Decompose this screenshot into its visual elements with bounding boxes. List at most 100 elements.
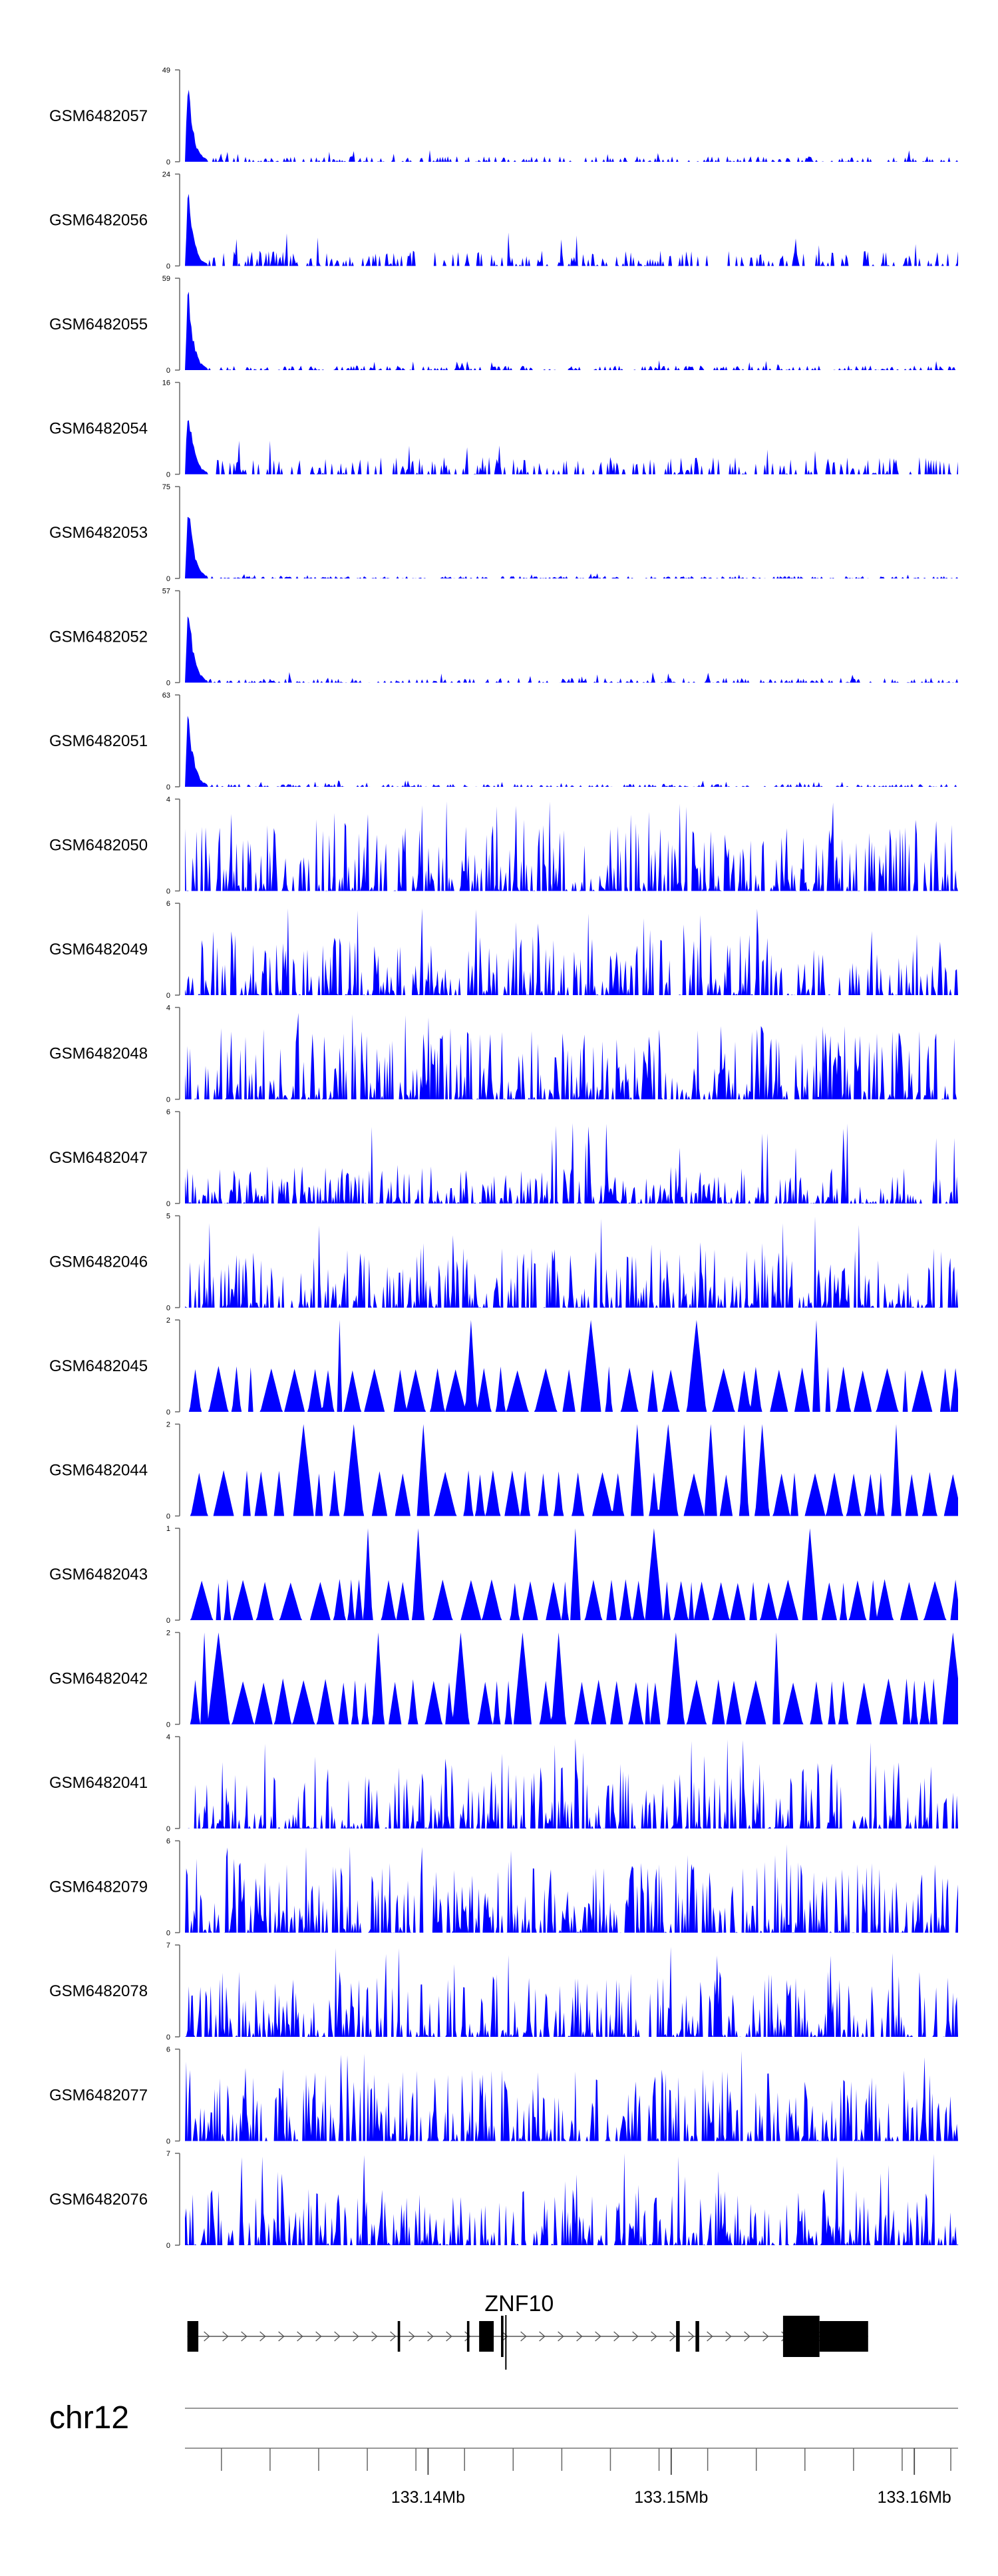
signal-area xyxy=(185,517,958,578)
track-label: GSM6482048 xyxy=(49,1045,148,1063)
track-label: GSM6482051 xyxy=(49,732,148,750)
strand-arrow xyxy=(762,2331,769,2342)
exon xyxy=(187,2321,199,2352)
strand-arrow xyxy=(558,2331,564,2342)
strand-arrow xyxy=(204,2331,210,2342)
strand-arrow xyxy=(241,2331,248,2342)
track-label: GSM6482076 xyxy=(49,2191,148,2209)
strand-arrow xyxy=(707,2331,713,2342)
y-max-label: 5 xyxy=(166,1213,170,1221)
exon xyxy=(479,2321,494,2352)
strand-arrow xyxy=(613,2331,620,2342)
y-max-label: 1 xyxy=(166,1525,170,1533)
strand-arrow xyxy=(278,2331,285,2342)
y-max-label: 2 xyxy=(166,1629,170,1637)
axis-tick-label: 133.14Mb xyxy=(391,2488,465,2507)
exon xyxy=(819,2321,868,2352)
y-min-label: 0 xyxy=(166,1930,170,1938)
track-GSM6482051: GSM6482051 63 0 xyxy=(49,692,958,791)
strand-arrow xyxy=(222,2331,229,2342)
track-label: GSM6482053 xyxy=(49,524,148,542)
y-max-label: 6 xyxy=(166,1838,170,1846)
strand-arrow xyxy=(390,2331,397,2342)
y-max-label: 59 xyxy=(162,275,170,283)
track-GSM6482055: GSM6482055 59 0 xyxy=(49,275,958,375)
track-GSM6482056: GSM6482056 24 0 xyxy=(49,171,958,271)
exon xyxy=(676,2321,680,2352)
strand-arrow xyxy=(725,2331,732,2342)
track-label: GSM6482045 xyxy=(49,1357,148,1375)
gene-exons xyxy=(187,2316,868,2357)
signal-area xyxy=(185,194,958,266)
signal-area xyxy=(185,1424,958,1516)
y-min-label: 0 xyxy=(166,2138,170,2146)
strand-arrow xyxy=(259,2331,266,2342)
track-GSM6482076: GSM6482076 7 0 xyxy=(49,2150,958,2250)
y-max-label: 6 xyxy=(166,1108,170,1116)
signal-area xyxy=(185,420,958,475)
strand-arrow xyxy=(688,2331,695,2342)
y-min-label: 0 xyxy=(166,471,170,479)
track-label: GSM6482047 xyxy=(49,1149,148,1167)
signal-area xyxy=(185,908,958,995)
y-min-label: 0 xyxy=(166,1096,170,1104)
y-max-label: 4 xyxy=(166,1004,170,1012)
y-min-label: 0 xyxy=(166,783,170,791)
y-min-label: 0 xyxy=(166,2242,170,2250)
track-GSM6482043: GSM6482043 1 0 xyxy=(49,1525,958,1625)
y-min-label: 0 xyxy=(166,367,170,375)
signal-area xyxy=(185,1216,958,1308)
track-GSM6482077: GSM6482077 6 0 xyxy=(49,2046,958,2146)
y-max-label: 75 xyxy=(162,483,170,491)
track-GSM6482049: GSM6482049 6 0 xyxy=(49,900,958,1000)
y-min-label: 0 xyxy=(166,1200,170,1208)
gene-strand-arrows xyxy=(204,2331,844,2342)
y-min-label: 0 xyxy=(166,158,170,166)
exon xyxy=(782,2316,820,2357)
strand-arrow xyxy=(464,2331,471,2342)
axis-tick-label: 133.16Mb xyxy=(878,2488,951,2507)
y-min-label: 0 xyxy=(166,263,170,271)
signal-area xyxy=(185,1946,958,2037)
strand-arrow xyxy=(651,2331,657,2342)
track-label: GSM6482052 xyxy=(49,628,148,646)
track-label: GSM6482043 xyxy=(49,1566,148,1584)
signal-area xyxy=(185,1528,958,1620)
strand-arrow xyxy=(520,2331,527,2342)
track-GSM6482041: GSM6482041 4 0 xyxy=(49,1733,958,1833)
track-label: GSM6482049 xyxy=(49,941,148,959)
track-label: GSM6482044 xyxy=(49,1462,148,1480)
y-min-label: 0 xyxy=(166,575,170,583)
track-label: GSM6482056 xyxy=(49,212,148,230)
track-GSM6482053: GSM6482053 75 0 xyxy=(49,483,958,583)
strand-arrow xyxy=(595,2331,601,2342)
y-max-label: 63 xyxy=(162,692,170,700)
y-min-label: 0 xyxy=(166,1617,170,1625)
signal-area xyxy=(185,801,958,891)
y-max-label: 7 xyxy=(166,1942,170,1950)
y-max-label: 6 xyxy=(166,2046,170,2054)
y-min-label: 0 xyxy=(166,1408,170,1416)
signal-area xyxy=(185,292,958,370)
y-max-label: 4 xyxy=(166,796,170,804)
exon xyxy=(501,2316,504,2357)
track-GSM6482048: GSM6482048 4 0 xyxy=(49,1004,958,1104)
signal-area xyxy=(185,1320,958,1412)
y-max-label: 2 xyxy=(166,1317,170,1325)
y-max-label: 57 xyxy=(162,588,170,596)
strand-arrow xyxy=(576,2331,583,2342)
signal-area xyxy=(185,2153,958,2245)
track-GSM6482050: GSM6482050 4 0 xyxy=(49,796,958,896)
axis-ticks: 133.14Mb 133.15Mb 133.16Mb xyxy=(221,2448,951,2507)
track-label: GSM6482077 xyxy=(49,2087,148,2105)
track-GSM6482042: GSM6482042 2 0 xyxy=(49,1629,958,1729)
axis-tick-label: 133.15Mb xyxy=(634,2488,708,2507)
gene-label: ZNF10 xyxy=(484,2291,554,2316)
y-max-label: 2 xyxy=(166,1421,170,1429)
strand-arrow xyxy=(744,2331,750,2342)
track-label: GSM6482046 xyxy=(49,1253,148,1271)
track-label: GSM6482078 xyxy=(49,1982,148,2000)
track-label: GSM6482055 xyxy=(49,316,148,333)
strand-arrow xyxy=(446,2331,452,2342)
